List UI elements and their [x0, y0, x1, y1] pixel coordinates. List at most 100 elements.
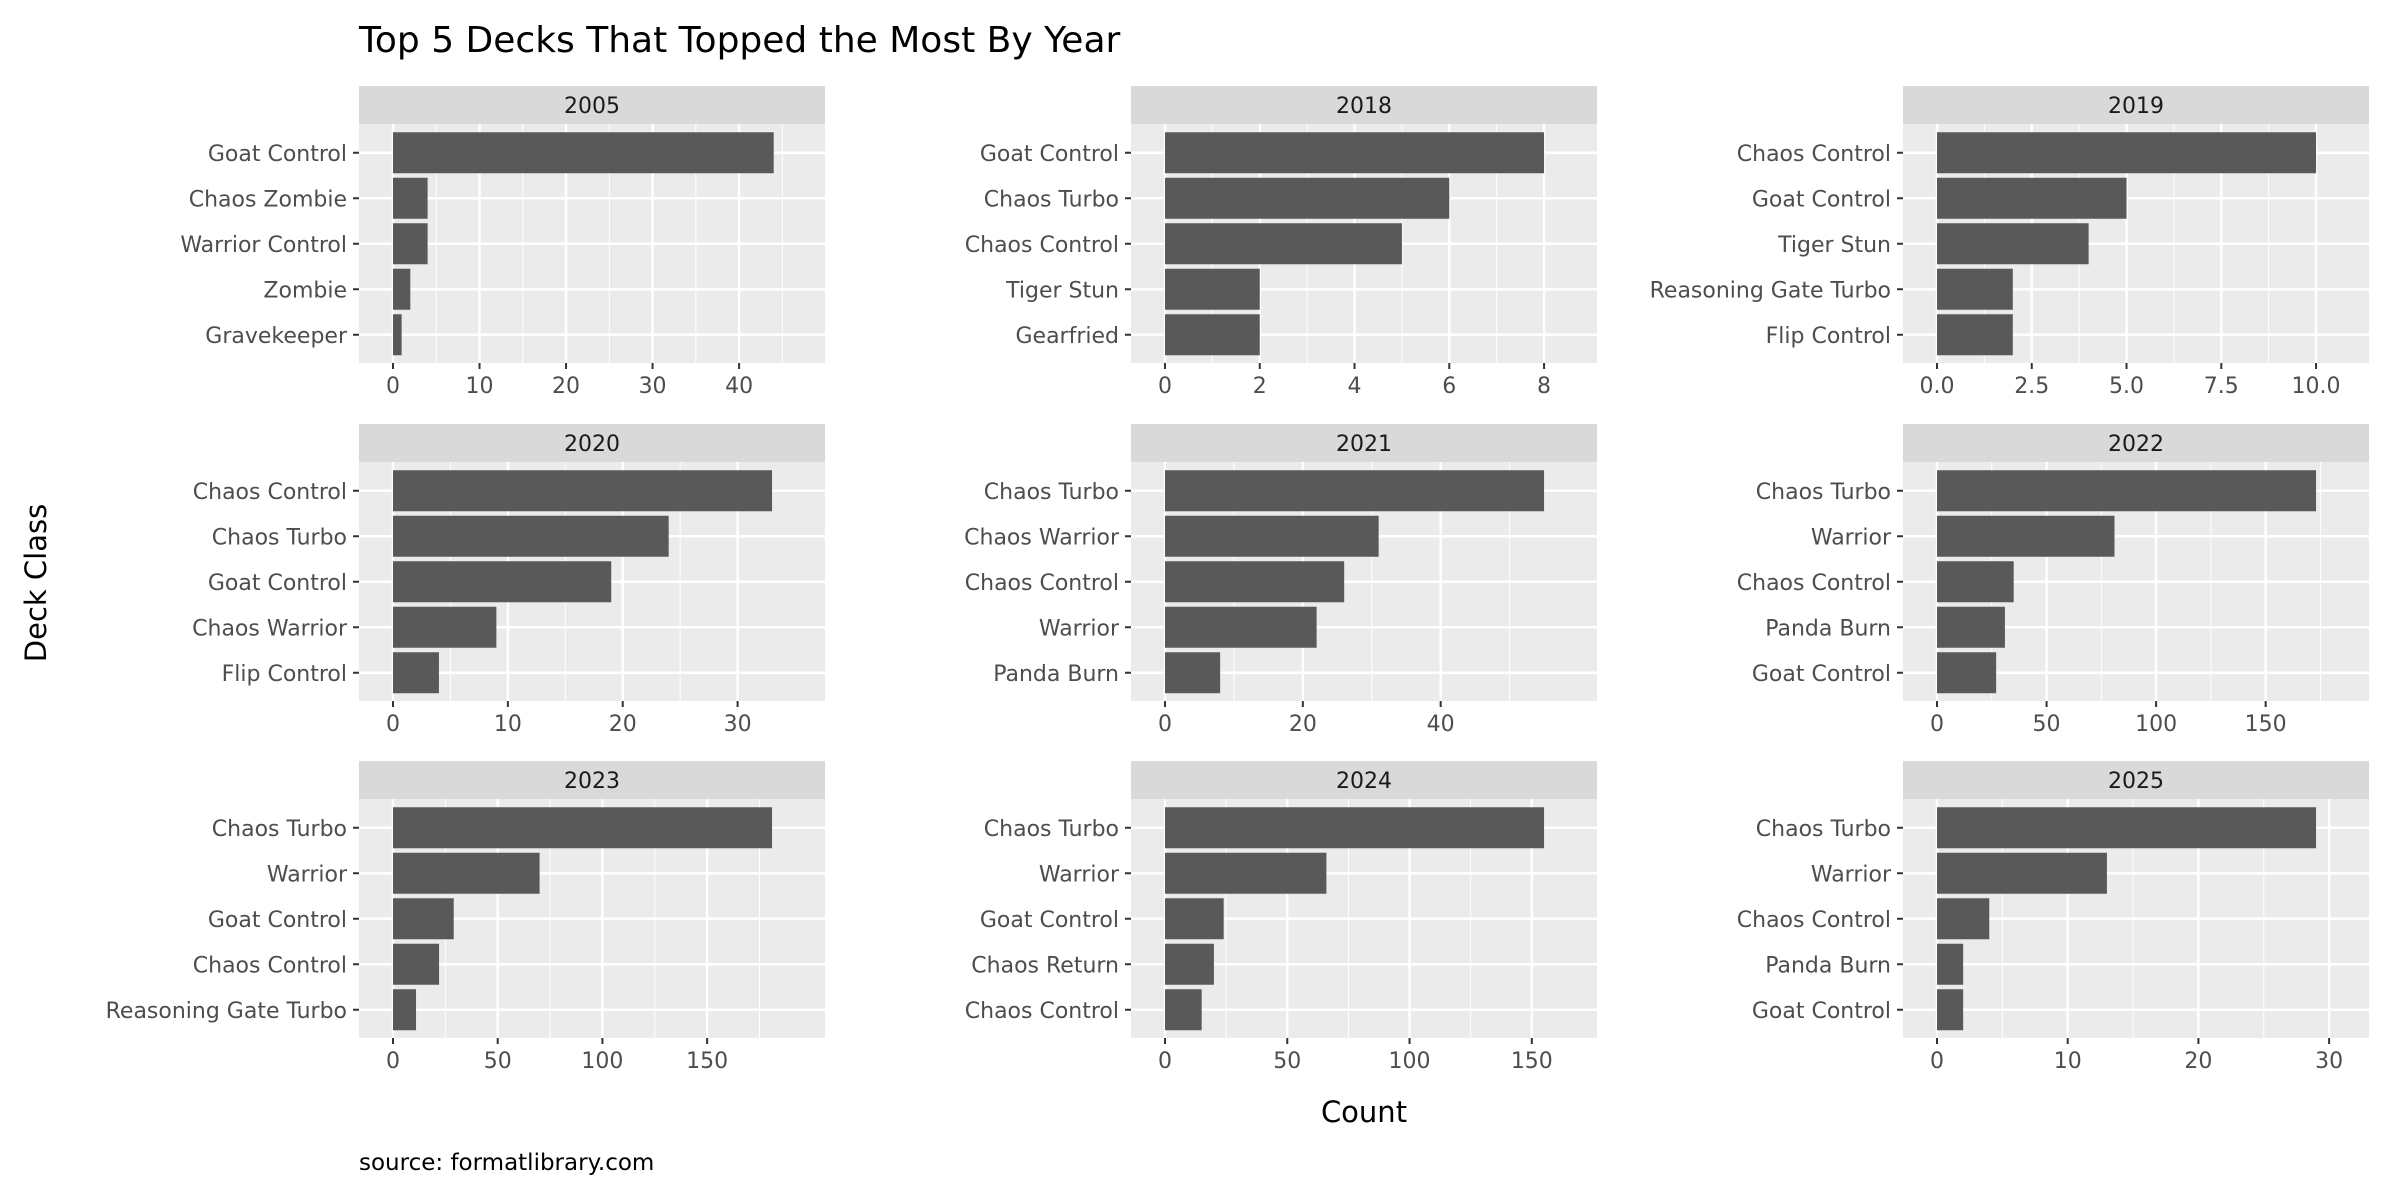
facet-2023: 2023 Chaos Turbo Warrior Goat Control Chaos …: [106, 761, 825, 1074]
facet-title: 2025: [2108, 769, 2164, 794]
category-label: Tiger Stun: [1005, 278, 1119, 303]
facet-2022: 2022 Chaos Turbo Warrior Chaos Control Panda…: [1737, 424, 2369, 737]
category-label: Chaos Control: [965, 233, 1119, 258]
x-tick-label: 100: [581, 1049, 623, 1074]
x-tick-label: 150: [2245, 712, 2287, 737]
x-axis-label: Count: [1321, 1095, 1407, 1129]
bar-panda-burn: [1937, 943, 1964, 985]
category-label: Reasoning Gate Turbo: [106, 999, 347, 1024]
bar-chaos-warrior: [393, 606, 497, 648]
bar-warrior: [393, 852, 540, 894]
x-tick-label: 0.0: [1920, 374, 1955, 399]
category-label: Goat Control: [208, 571, 347, 596]
facet-strip: [1131, 761, 1597, 799]
x-tick-label: 2: [1253, 374, 1267, 399]
bar-chaos-control: [393, 943, 440, 985]
bar-goat-control: [1937, 177, 2127, 219]
facet-title: 2023: [564, 769, 620, 794]
x-tick-label: 0: [1930, 712, 1944, 737]
category-label: Chaos Turbo: [1756, 817, 1891, 842]
facet-strip: [1903, 424, 2369, 462]
category-label: Warrior Control: [180, 233, 347, 258]
category-label: Flip Control: [222, 662, 347, 687]
facet-strip: [1131, 86, 1597, 124]
category-label: Goat Control: [208, 142, 347, 167]
bar-panda-burn: [1937, 606, 2005, 648]
bar-reasoning-gate-turbo: [1937, 268, 2013, 310]
category-label: Goat Control: [1752, 999, 1891, 1024]
x-tick-label: 7.5: [2204, 374, 2239, 399]
facet-2021: 2021 Chaos Turbo Chaos Warrior Chaos Contro…: [964, 424, 1597, 737]
x-tick-label: 0: [386, 712, 400, 737]
x-tick-label: 2.5: [2014, 374, 2049, 399]
bar-panda-burn: [1165, 652, 1221, 694]
category-label: Warrior: [1811, 525, 1892, 550]
bar-gravekeeper: [393, 314, 402, 356]
source-caption: source: formatlibrary.com: [359, 1150, 654, 1176]
bar-warrior: [1937, 515, 2115, 557]
facet-strip: [359, 424, 825, 462]
category-label: Warrior: [1811, 862, 1892, 887]
facet-grid: 2005 Goat Control Chaos Zombie Warrior Cont…: [106, 86, 2369, 1074]
facet-title: 2020: [564, 432, 620, 457]
x-tick-label: 6: [1442, 374, 1456, 399]
bar-warrior: [1937, 852, 2107, 894]
category-label: Zombie: [263, 278, 347, 303]
category-label: Panda Burn: [1765, 953, 1891, 978]
category-label: Goat Control: [1752, 662, 1891, 687]
chart-title: Top 5 Decks That Topped the Most By Year: [358, 20, 1121, 61]
facet-title: 2018: [1336, 94, 1392, 119]
bar-chaos-control: [1937, 132, 2317, 174]
x-tick-label: 100: [2135, 712, 2177, 737]
bar-chaos-control: [1937, 561, 2014, 603]
bar-chaos-control: [393, 470, 773, 512]
facet-title: 2022: [2108, 432, 2164, 457]
category-label: Chaos Control: [1737, 571, 1891, 596]
bar-chaos-turbo: [1165, 807, 1545, 849]
x-tick-label: 150: [686, 1049, 728, 1074]
bar-warrior: [1165, 606, 1317, 648]
bar-chaos-turbo: [393, 807, 773, 849]
bar-chaos-zombie: [393, 177, 428, 219]
bar-chaos-warrior: [1165, 515, 1379, 557]
category-label: Goat Control: [208, 908, 347, 933]
category-label: Chaos Zombie: [189, 187, 347, 212]
facet-2019: 2019 Chaos Control Goat Control Tiger Stun R…: [1650, 86, 2369, 399]
x-tick-label: 50: [2033, 712, 2061, 737]
category-label: Panda Burn: [1765, 616, 1891, 641]
bar-goat-control: [1165, 132, 1545, 174]
x-tick-label: 4: [1348, 374, 1362, 399]
x-tick-label: 10: [2054, 1049, 2082, 1074]
bar-chaos-control: [1937, 898, 1990, 940]
x-tick-label: 10: [466, 374, 494, 399]
bar-chaos-control: [1165, 989, 1202, 1031]
facet-2018: 2018 Goat Control Chaos Turbo Chaos Control…: [965, 86, 1597, 399]
x-tick-label: 8: [1537, 374, 1551, 399]
category-label: Chaos Turbo: [212, 817, 347, 842]
bar-chaos-turbo: [1165, 470, 1545, 512]
category-label: Warrior: [1039, 862, 1120, 887]
x-tick-label: 100: [1389, 1049, 1431, 1074]
category-label: Chaos Control: [1737, 142, 1891, 167]
facet-title: 2024: [1336, 769, 1392, 794]
category-label: Chaos Turbo: [984, 480, 1119, 505]
x-tick-label: 30: [2315, 1049, 2343, 1074]
x-tick-label: 30: [724, 712, 752, 737]
x-tick-label: 30: [639, 374, 667, 399]
category-label: Chaos Control: [193, 480, 347, 505]
bar-goat-control: [1937, 989, 1964, 1031]
bar-chaos-control: [1165, 561, 1345, 603]
x-tick-label: 40: [725, 374, 753, 399]
category-label: Panda Burn: [993, 662, 1119, 687]
facet-2020: 2020 Chaos Control Chaos Turbo Goat Control…: [192, 424, 825, 737]
category-label: Chaos Return: [971, 953, 1119, 978]
x-tick-label: 0: [386, 374, 400, 399]
facet-strip: [1903, 86, 2369, 124]
facet-strip: [359, 761, 825, 799]
bar-chaos-turbo: [1165, 177, 1450, 219]
x-tick-label: 20: [1289, 712, 1317, 737]
category-label: Chaos Control: [965, 571, 1119, 596]
bar-chaos-turbo: [1937, 807, 2317, 849]
x-tick-label: 0: [1158, 374, 1172, 399]
bar-goat-control: [1165, 898, 1224, 940]
